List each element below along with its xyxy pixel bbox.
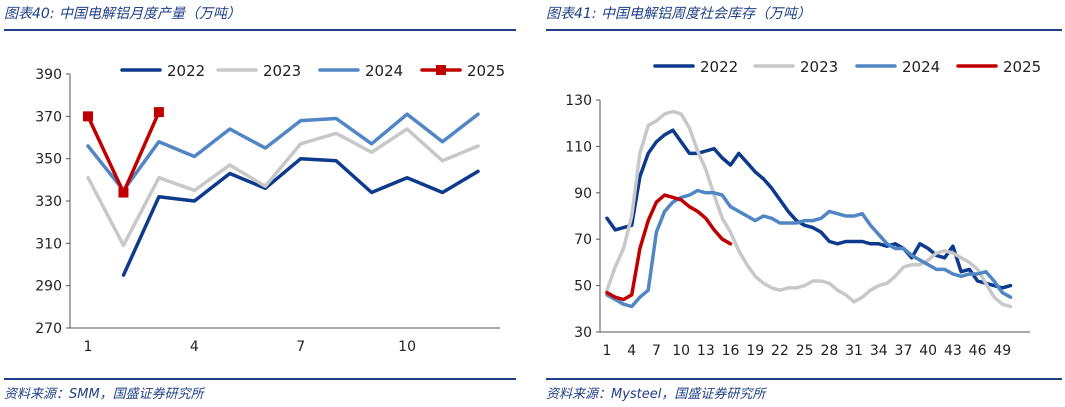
right-chart-y-tick-label: 110 bbox=[565, 139, 592, 155]
left-chart-legend-2023-label: 2023 bbox=[263, 62, 301, 80]
left-chart-y-tick-label: 290 bbox=[35, 279, 62, 295]
right-chart-x-tick-label: 1 bbox=[603, 343, 612, 359]
left-chart-series-2025-point bbox=[118, 187, 129, 198]
right-chart-legend-2023-label: 2023 bbox=[800, 58, 838, 76]
right-chart-x-tick-label: 49 bbox=[993, 343, 1011, 359]
right-chart-x-tick-label: 7 bbox=[652, 343, 661, 359]
right-chart-x-tick-label: 19 bbox=[746, 343, 764, 359]
right-chart-y-tick-label: 90 bbox=[574, 186, 592, 202]
right-chart-x-tick-label: 28 bbox=[820, 343, 838, 359]
right-chart: 30 50 70 90 110 130 1 4 7 10 13 16 19 22 25 28 31 34 37 40 4… bbox=[565, 58, 1041, 359]
right-chart-series-2024-line bbox=[605, 188, 1013, 309]
right-chart-x-tick-label: 25 bbox=[796, 343, 814, 359]
right-chart-x-tick-label: 31 bbox=[845, 343, 863, 359]
left-title-rule bbox=[4, 29, 516, 31]
right-chart-x-tick-label: 43 bbox=[944, 343, 962, 359]
right-chart-legend-2022-label: 2022 bbox=[700, 58, 738, 76]
right-chart-y-tick-label: 30 bbox=[574, 325, 592, 341]
left-chart-x-tick-label: 1 bbox=[84, 339, 93, 355]
right-chart-x-tick-label: 10 bbox=[672, 343, 690, 359]
left-chart-x-tick-label: 4 bbox=[190, 339, 199, 355]
left-chart-legend-2024-label: 2024 bbox=[365, 62, 403, 80]
right-source-rule bbox=[546, 378, 1062, 380]
right-chart-legend-2024-label: 2024 bbox=[902, 58, 940, 76]
right-chart-x-tick-label: 16 bbox=[722, 343, 740, 359]
right-chart-x-tick-label: 13 bbox=[697, 343, 715, 359]
left-source-note: 资料来源：SMM，国盛证券研究所 bbox=[4, 387, 204, 402]
left-chart-y-tick-label: 390 bbox=[35, 67, 62, 83]
right-chart-x-tick-label: 22 bbox=[771, 343, 789, 359]
right-chart-series-2025-line bbox=[605, 193, 733, 302]
left-chart-legend-2025-label: 2025 bbox=[467, 62, 505, 80]
right-chart-x-tick-label: 37 bbox=[895, 343, 913, 359]
left-chart-x-tick-label: 10 bbox=[398, 339, 416, 355]
left-chart-series-2024-line bbox=[86, 112, 480, 193]
left-chart-series-2023-line bbox=[86, 127, 480, 248]
left-chart-caption: 图表40: 中国电解铝月度产量（万吨） bbox=[4, 6, 241, 22]
left-chart-legend-2025-marker bbox=[436, 65, 446, 75]
left-chart-legend-2022-label: 2022 bbox=[167, 62, 205, 80]
right-title-rule bbox=[546, 29, 1062, 31]
left-chart-y-tick-label: 330 bbox=[35, 194, 62, 210]
right-chart-x-tick-label: 34 bbox=[870, 343, 888, 359]
left-chart-y-tick-label: 370 bbox=[35, 109, 62, 125]
left-chart-y-tick-label: 270 bbox=[35, 321, 62, 337]
right-chart-x-tick-label: 4 bbox=[627, 343, 636, 359]
right-chart-y-tick-label: 70 bbox=[574, 232, 592, 248]
right-chart-legend-2025-label: 2025 bbox=[1003, 58, 1041, 76]
left-chart: 270 290 310 330 350 370 390 1 4 7 10 2022 2023 2024 20… bbox=[35, 62, 505, 355]
left-chart-y-tick-label: 350 bbox=[35, 152, 62, 168]
left-chart-series-2025-point bbox=[83, 111, 93, 122]
right-chart-series-2023-line bbox=[605, 109, 1013, 309]
right-source-note: 资料来源：Mysteel，国盛证券研究所 bbox=[546, 387, 766, 402]
right-chart-x-tick-label: 46 bbox=[969, 343, 987, 359]
right-chart-y-tick-label: 130 bbox=[565, 93, 592, 109]
left-chart-series-2022-line bbox=[121, 156, 480, 277]
right-chart-x-tick-label: 40 bbox=[919, 343, 937, 359]
right-chart-series-2022-line bbox=[605, 128, 1013, 290]
right-chart-caption: 图表41: 中国电解铝周度社会库存（万吨） bbox=[546, 6, 811, 22]
left-chart-y-tick-label: 310 bbox=[35, 236, 62, 252]
right-chart-y-tick-label: 50 bbox=[574, 279, 592, 295]
left-chart-series-2025-point bbox=[153, 107, 164, 118]
left-chart-x-tick-label: 7 bbox=[296, 339, 305, 355]
left-source-rule bbox=[4, 378, 516, 380]
